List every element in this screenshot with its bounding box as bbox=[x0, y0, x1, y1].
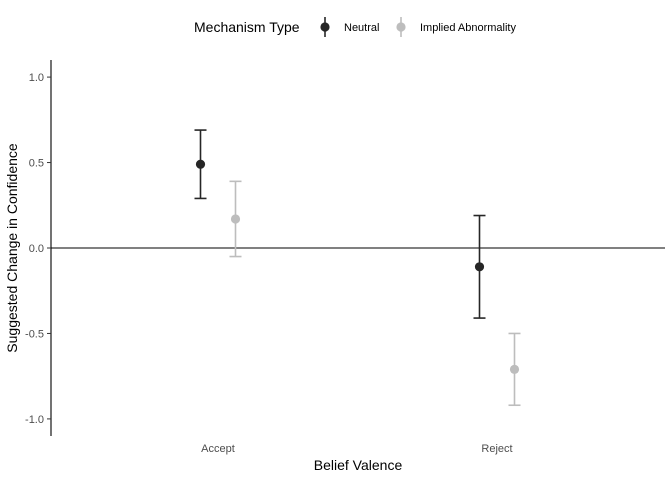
data-point bbox=[474, 262, 485, 272]
error-bar-group bbox=[229, 180, 242, 258]
error-bar-group bbox=[194, 129, 207, 200]
x-ticks: Accept Reject bbox=[201, 443, 512, 455]
error-bar-group bbox=[473, 214, 486, 319]
x-axis-title: Belief Valence bbox=[314, 457, 403, 473]
legend-key-point bbox=[396, 22, 406, 32]
data-point bbox=[230, 214, 241, 224]
legend-title: Mechanism Type bbox=[194, 19, 300, 35]
legend-key-point bbox=[320, 22, 330, 32]
data-point bbox=[195, 159, 206, 169]
legend-items: Neutral Implied Abnormality bbox=[320, 17, 516, 37]
legend-item: Neutral bbox=[320, 17, 379, 37]
y-tick-label: -1.0 bbox=[25, 414, 44, 426]
legend-label: Neutral bbox=[344, 22, 379, 34]
x-tick-label: Reject bbox=[481, 443, 512, 455]
data-point bbox=[509, 364, 520, 374]
y-tick-label: -0.5 bbox=[25, 328, 44, 340]
legend-label: Implied Abnormality bbox=[420, 22, 516, 34]
plot-marks bbox=[194, 129, 521, 407]
legend-item: Implied Abnormality bbox=[396, 17, 516, 37]
y-ticks: -1.0 -0.5 0.0 0.5 1.0 bbox=[25, 72, 51, 426]
legend: Mechanism Type Neutral Implied Abnormalit… bbox=[194, 17, 516, 37]
y-axis-title: Suggested Change in Confidence bbox=[4, 143, 20, 353]
y-tick-label: 0.0 bbox=[29, 243, 44, 255]
y-tick-label: 0.5 bbox=[29, 158, 44, 170]
error-bar-group bbox=[508, 332, 521, 407]
y-tick-label: 1.0 bbox=[29, 72, 44, 84]
x-tick-label: Accept bbox=[201, 443, 235, 455]
